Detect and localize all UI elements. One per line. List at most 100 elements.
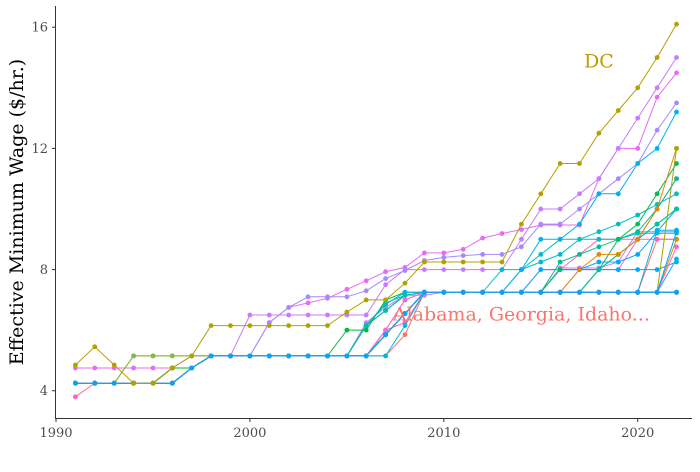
data-point xyxy=(654,191,660,197)
data-point xyxy=(557,252,563,257)
data-point xyxy=(654,55,660,60)
data-point xyxy=(363,323,369,328)
data-point xyxy=(519,227,524,233)
data-point xyxy=(441,267,447,272)
series-line xyxy=(75,23,677,384)
series-line xyxy=(75,208,677,384)
data-point xyxy=(557,236,563,242)
data-point xyxy=(674,244,679,250)
series-39 xyxy=(73,289,679,386)
data-point xyxy=(635,115,641,121)
data-point xyxy=(402,323,408,328)
data-point xyxy=(305,294,311,300)
data-point xyxy=(286,312,292,318)
data-point xyxy=(635,267,641,272)
series-20 xyxy=(73,206,679,386)
data-point xyxy=(189,353,195,359)
series-line xyxy=(75,57,677,384)
data-point xyxy=(654,85,660,91)
data-point xyxy=(344,353,350,359)
data-point xyxy=(674,21,679,27)
data-point xyxy=(519,236,524,242)
data-point xyxy=(460,267,466,272)
data-point xyxy=(383,297,388,303)
data-point xyxy=(286,305,292,310)
data-point xyxy=(305,300,311,306)
data-point xyxy=(402,311,408,316)
data-point xyxy=(635,146,641,151)
data-point xyxy=(92,344,98,350)
data-point xyxy=(635,161,641,166)
data-point xyxy=(674,146,679,151)
data-point xyxy=(169,365,175,371)
data-point xyxy=(557,161,563,166)
data-point xyxy=(674,191,679,197)
data-point xyxy=(596,267,602,272)
tick-layer: 1990 2000 2010 2020 4 8 12 16 xyxy=(31,21,654,441)
data-point xyxy=(228,323,233,328)
data-point xyxy=(480,289,485,295)
data-point xyxy=(654,94,660,100)
data-point xyxy=(557,206,563,212)
data-point xyxy=(538,252,544,257)
data-point xyxy=(596,244,602,250)
data-point xyxy=(92,365,98,371)
series-line xyxy=(75,291,677,384)
data-point xyxy=(228,353,233,359)
data-point xyxy=(654,289,660,295)
annotation-label: DC xyxy=(584,51,614,73)
data-point xyxy=(441,259,447,265)
data-point xyxy=(402,292,408,298)
data-point xyxy=(460,259,466,265)
data-point xyxy=(422,259,427,265)
data-point xyxy=(402,268,408,273)
data-point xyxy=(305,312,311,318)
data-point xyxy=(480,267,485,272)
data-point xyxy=(615,146,621,151)
data-point xyxy=(635,212,641,218)
data-point xyxy=(383,308,388,313)
data-point xyxy=(266,312,272,318)
data-point xyxy=(615,108,621,113)
series-14 xyxy=(73,206,679,386)
data-point xyxy=(499,289,505,295)
data-point xyxy=(615,252,621,257)
data-point xyxy=(499,231,505,236)
data-point xyxy=(674,100,679,106)
data-point xyxy=(635,236,641,242)
data-point xyxy=(422,289,427,295)
data-point xyxy=(344,309,350,315)
data-point xyxy=(480,259,485,265)
x-tick-label: 2020 xyxy=(621,426,654,441)
data-point xyxy=(557,289,563,295)
data-point xyxy=(519,221,524,227)
data-point xyxy=(577,236,582,242)
data-point xyxy=(383,276,388,281)
data-point xyxy=(538,267,544,272)
data-point xyxy=(383,327,388,333)
y-tick-label: 12 xyxy=(31,142,48,157)
data-point xyxy=(286,353,292,359)
data-point xyxy=(383,353,388,359)
data-point xyxy=(441,255,447,260)
data-point xyxy=(635,85,641,91)
data-point xyxy=(383,282,388,288)
data-point xyxy=(422,267,427,272)
data-point xyxy=(363,353,369,359)
data-point xyxy=(557,221,563,227)
data-point xyxy=(169,353,175,359)
data-point xyxy=(441,289,447,295)
data-point xyxy=(460,253,466,258)
data-point xyxy=(344,327,350,333)
data-point xyxy=(615,289,621,295)
data-point xyxy=(557,267,563,272)
data-point xyxy=(480,252,485,257)
data-point xyxy=(654,127,660,133)
data-point xyxy=(460,289,466,295)
data-point xyxy=(615,191,621,197)
data-point xyxy=(383,332,388,338)
data-point xyxy=(363,327,369,333)
data-point xyxy=(73,380,78,386)
data-point xyxy=(363,278,369,284)
